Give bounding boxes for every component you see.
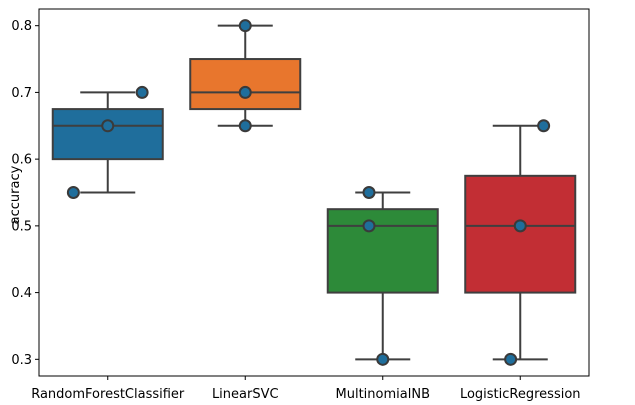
box-group-3 [464,124,577,361]
data-point [101,119,115,133]
box-iqr [326,208,439,294]
box-iqr [51,108,164,161]
box-iqr [189,58,302,111]
y-tick-label: 0.7 [11,86,32,101]
data-point [238,19,252,33]
box-group-2 [326,191,439,361]
data-point [238,85,252,99]
y-tick-label: 0.6 [11,153,32,168]
data-point [376,352,390,366]
y-tick-label: 0.8 [11,19,32,34]
x-tick-label: RandomForestClassifier [31,387,185,402]
plot-frame [38,8,590,377]
data-point [537,119,551,133]
y-tick-label: 0.3 [11,353,32,368]
x-tick-label: LinearSVC [212,387,279,402]
y-axis-label: accuracy [8,165,23,224]
data-point [362,219,376,233]
data-point [513,219,527,233]
y-axis: 0.3 0.4 0.5 0.6 0.7 0.8 [11,19,39,368]
box-group-1 [189,24,302,127]
x-axis: RandomForestClassifier LinearSVC Multinomi… [31,376,581,402]
data-point [362,186,376,199]
data-point [66,186,80,199]
x-tick-label: MultinomialNB [336,387,430,402]
x-tick-label: LogisticRegression [460,387,581,402]
y-tick-label: 0.5 [11,219,32,234]
box-iqr [464,174,577,294]
plot-area [51,19,577,366]
y-tick-label: 0.4 [11,286,32,301]
data-point [135,85,149,99]
data-point [238,119,252,133]
box-group-0 [51,91,164,194]
data-point [504,352,518,366]
